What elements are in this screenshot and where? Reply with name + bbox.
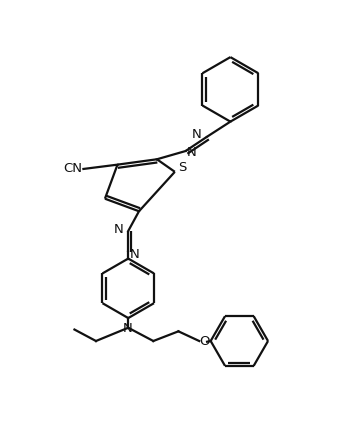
Text: S: S [178, 161, 187, 174]
Text: N: N [187, 147, 197, 159]
Text: N: N [113, 223, 123, 236]
Text: N: N [123, 321, 133, 335]
Text: O: O [200, 335, 210, 348]
Text: N: N [130, 248, 139, 261]
Text: CN: CN [63, 163, 82, 175]
Text: N: N [192, 128, 202, 141]
